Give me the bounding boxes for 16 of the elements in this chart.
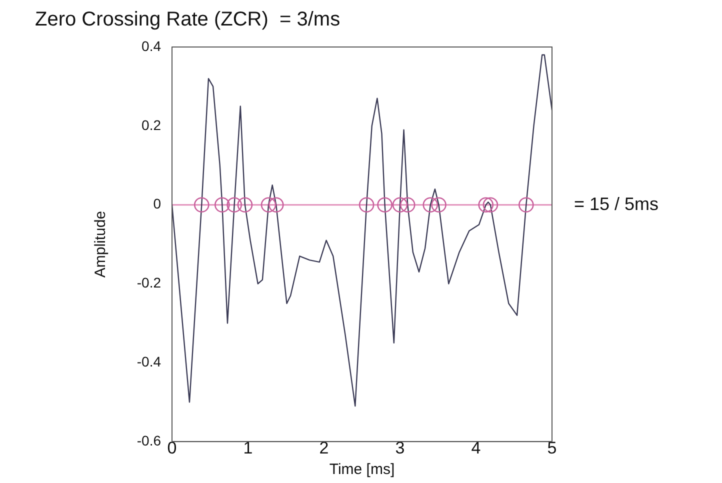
y-axis-title: Amplitude [92, 210, 110, 278]
y-tick-label: -0.2 [136, 274, 162, 291]
annotation: = 15 / 5ms [574, 194, 659, 214]
x-tick-label: 0 [167, 438, 177, 458]
chart-title: Zero Crossing Rate (ZCR) = 3/ms [35, 8, 340, 31]
y-tick-label: 0.4 [142, 38, 162, 54]
x-axis-title: Time [ms] [329, 461, 395, 478]
y-tick-label: 0 [153, 196, 162, 212]
x-tick-label: 2 [319, 438, 329, 458]
x-tick-label: 1 [243, 438, 253, 458]
y-tick-label: -0.4 [136, 354, 162, 370]
x-tick-label: 3 [395, 438, 405, 458]
y-tick-label: -0.6 [136, 432, 162, 448]
y-tick-label: 0.2 [142, 116, 162, 133]
x-tick-label: 5 [547, 438, 557, 458]
x-tick-label: 4 [471, 438, 481, 458]
